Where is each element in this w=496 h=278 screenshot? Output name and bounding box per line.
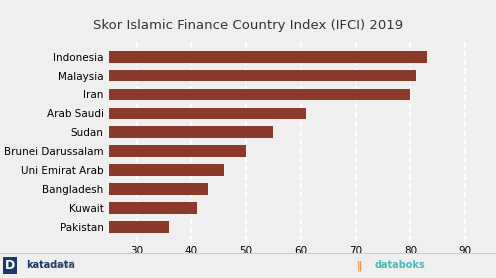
Bar (0, 51, 427, 63)
Bar (0, 183, 208, 195)
Bar (0, 164, 224, 176)
Text: Skor Islamic Finance Country Index (IFCI) 2019: Skor Islamic Finance Country Index (IFCI… (93, 19, 403, 33)
Text: katadata: katadata (26, 260, 75, 270)
Bar (0, 126, 273, 138)
Bar (0, 221, 169, 233)
Text: ‖: ‖ (357, 260, 363, 271)
Bar (0, 108, 307, 119)
Text: D: D (5, 259, 15, 272)
Bar (0, 145, 246, 157)
Bar (0, 202, 197, 214)
Text: databoks: databoks (374, 260, 425, 270)
Text: .co.id: .co.id (54, 261, 74, 270)
Bar (0, 89, 410, 100)
Bar (0, 70, 416, 81)
